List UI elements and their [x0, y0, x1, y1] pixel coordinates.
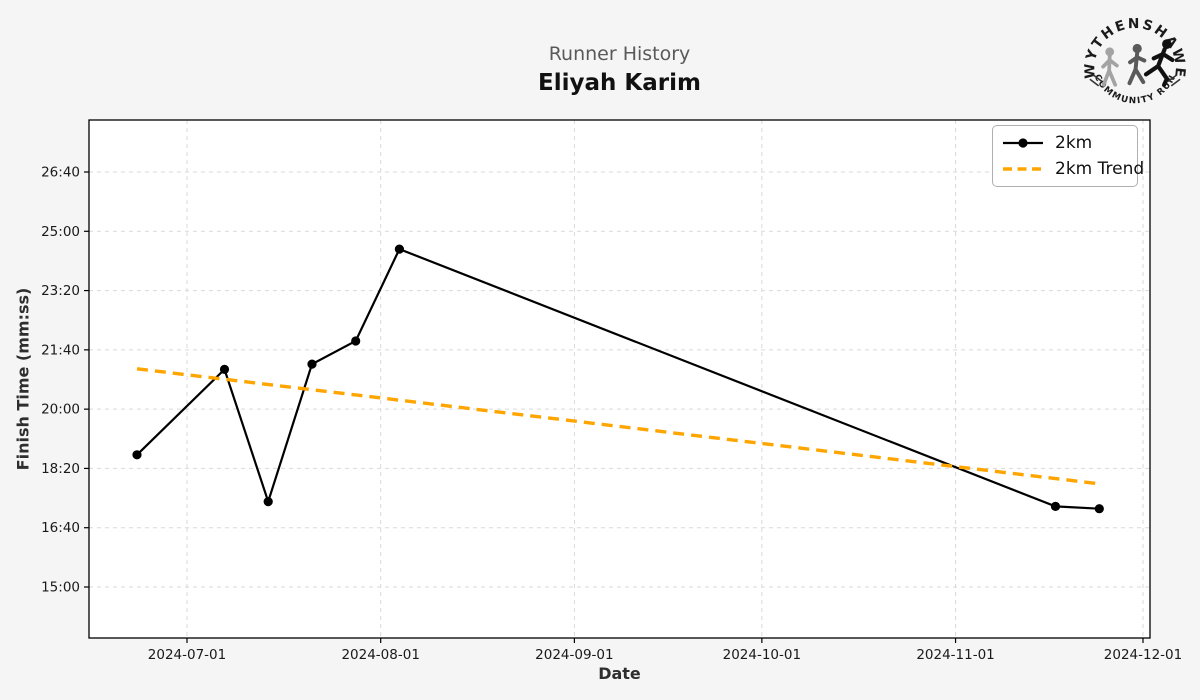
data-point	[263, 497, 273, 507]
plot-area	[89, 120, 1150, 638]
x-tick-label: 2024-07-01	[148, 647, 226, 663]
data-point	[219, 364, 230, 374]
legend-item-2km: 2km	[1001, 131, 1129, 155]
runner-walking-icon	[1101, 47, 1119, 87]
y-tick-label: 15:00	[41, 580, 80, 596]
data-point	[307, 359, 317, 369]
x-tick-label: 2024-10-01	[723, 647, 801, 663]
legend-trend-sample	[1003, 167, 1043, 171]
legend-item-2km-trend: 2km Trend	[1001, 157, 1144, 181]
legend-2km-marker	[1018, 138, 1028, 148]
x-tick-label: 2024-09-01	[535, 647, 613, 663]
legend-label-2km: 2km	[1055, 133, 1093, 153]
y-tick-label: 26:40	[41, 165, 80, 181]
data-point	[1094, 504, 1104, 514]
runner-sprinting-icon	[1143, 39, 1175, 87]
legend-2km-sample	[1003, 138, 1043, 148]
data-point	[1050, 501, 1061, 511]
x-axis-label: Date	[598, 664, 641, 683]
y-tick-label: 18:20	[41, 461, 80, 477]
runner-jogging-icon	[1127, 43, 1147, 86]
y-tick-label: 20:00	[41, 402, 80, 418]
logo-side-ticks	[1089, 74, 1181, 87]
y-tick-label: 21:40	[41, 342, 80, 358]
data-point	[132, 450, 142, 460]
x-tick-label: 2024-11-01	[916, 647, 994, 663]
y-axis-label: Finish Time (mm:ss)	[13, 287, 33, 471]
x-tick-label: 2024-08-01	[341, 647, 419, 663]
x-tick-label: 2024-12-01	[1104, 647, 1182, 663]
legend-label-2km-trend: 2km Trend	[1055, 159, 1145, 179]
wythenshawe-logo: WYTHENSHAWE COMMUNITY RUN	[1082, 16, 1186, 106]
series-line	[136, 247, 1100, 510]
plot-border	[88, 119, 1151, 639]
y-tick-label: 23:20	[41, 283, 80, 299]
y-tick-label: 25:00	[41, 224, 80, 240]
data-point	[394, 244, 404, 254]
y-tick-label: 16:40	[41, 520, 80, 536]
data-point	[351, 336, 361, 346]
legend: 2km 2km Trend	[992, 125, 1144, 187]
